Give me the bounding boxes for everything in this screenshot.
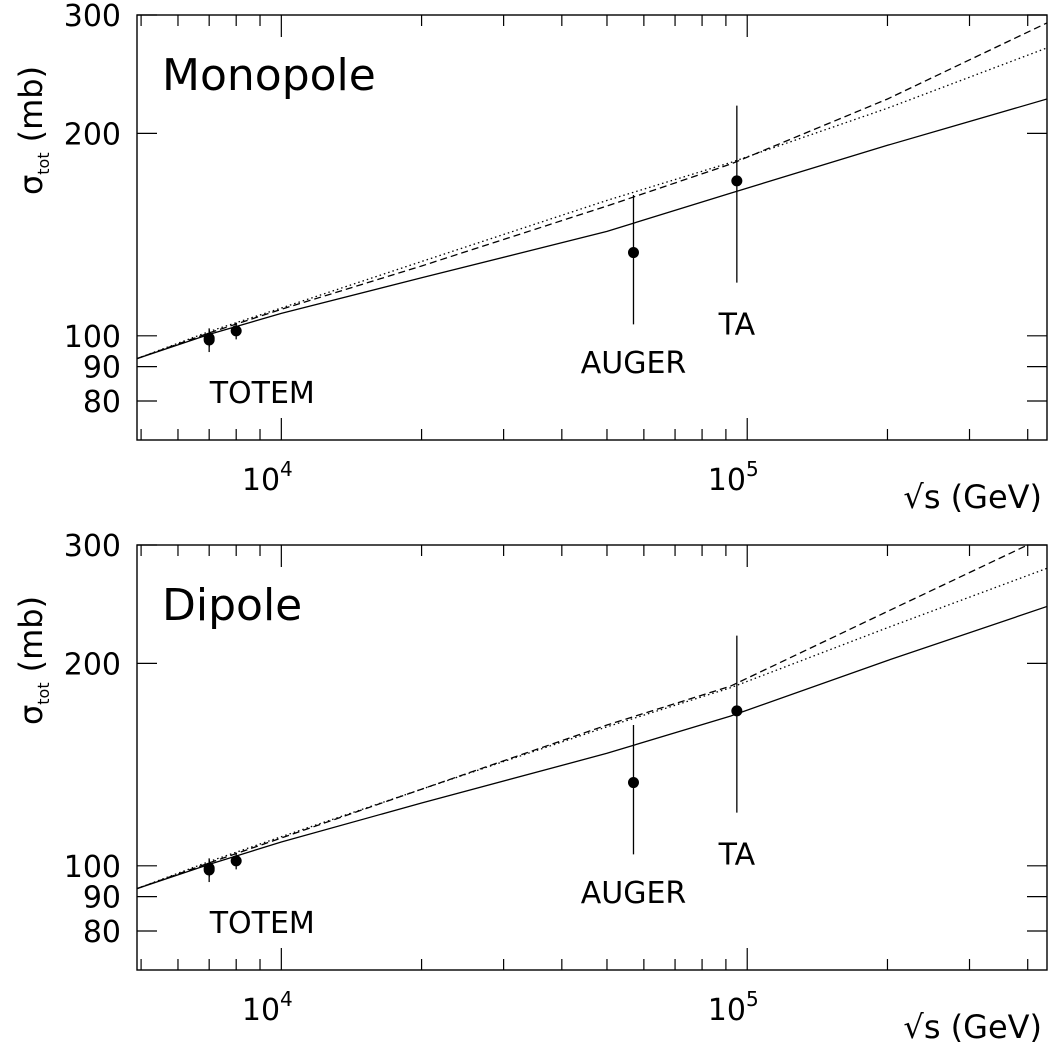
x-tick-base: 10 xyxy=(242,463,280,498)
x-tick-exponent: 5 xyxy=(746,987,759,1011)
y-axis-label-subscript: tot xyxy=(34,152,53,174)
x-axis-label: √s (GeV) xyxy=(903,478,1042,516)
x-tick-exponent: 5 xyxy=(746,457,759,481)
plot-frame xyxy=(136,14,1048,441)
x-tick-exponent: 4 xyxy=(280,457,293,481)
x-tick-base: 10 xyxy=(708,463,746,498)
curves xyxy=(137,22,1047,360)
y-tick-label: 300 xyxy=(64,0,121,34)
data-point-totem xyxy=(230,855,242,867)
label-ta: TA xyxy=(718,837,756,872)
data-point-totem xyxy=(203,862,215,874)
data-point-ta xyxy=(731,705,743,717)
series-line-dashed xyxy=(137,545,1028,890)
y-tick-label: 90 xyxy=(83,351,121,386)
y-axis-label-symbol: σ xyxy=(12,175,50,195)
x-tick-label: 104 xyxy=(242,457,293,498)
series-line-dashed xyxy=(137,22,1047,360)
monopole-panel: 104 1058090100200300TOTEMAUGERTAMonopoleσ… xyxy=(12,0,1048,516)
series-line-solid xyxy=(137,98,1047,360)
y-axis-label-unit: (mb) xyxy=(12,66,50,142)
curves xyxy=(137,545,1047,890)
y-tick-label: 200 xyxy=(64,117,121,152)
data-point-totem xyxy=(203,332,215,344)
label-totem: TOTEM xyxy=(209,906,315,941)
series-line-solid xyxy=(137,605,1047,890)
y-tick-label: 100 xyxy=(64,850,121,885)
x-axis-label: √s (GeV) xyxy=(903,1008,1042,1042)
plot-frame xyxy=(136,544,1048,971)
y-tick-label: 200 xyxy=(64,647,121,682)
x-tick-exponent: 4 xyxy=(280,987,293,1011)
panel-title-monopole: Monopole xyxy=(162,50,376,101)
y-axis-label-subscript: tot xyxy=(34,682,53,704)
y-tick-label: 80 xyxy=(83,385,121,420)
label-ta: TA xyxy=(718,307,756,342)
x-tick-label: 105 xyxy=(708,457,759,498)
data-point-auger xyxy=(627,777,639,789)
data-point-ta xyxy=(731,175,743,187)
x-tick-base: 10 xyxy=(242,993,280,1028)
x-tick-label: 104 xyxy=(242,987,293,1028)
y-tick-label: 90 xyxy=(83,881,121,916)
dipole-panel: 104 1058090100200300TOTEMAUGERTADipoleσto… xyxy=(12,529,1048,1042)
panel-title-dipole: Dipole xyxy=(162,580,302,631)
y-axis-label: σtot (mb) xyxy=(12,66,53,195)
y-tick-label: 100 xyxy=(64,320,121,355)
y-axis-label-unit: (mb) xyxy=(12,596,50,672)
y-tick-label: 80 xyxy=(83,915,121,950)
label-auger: AUGER xyxy=(581,346,687,381)
data-point-totem xyxy=(230,325,242,337)
label-totem: TOTEM xyxy=(209,376,315,411)
y-tick-label: 300 xyxy=(64,529,121,564)
x-tick-label: 105 xyxy=(708,987,759,1028)
label-auger: AUGER xyxy=(581,876,687,911)
x-tick-base: 10 xyxy=(708,993,746,1028)
y-axis-label: σtot (mb) xyxy=(12,596,53,725)
y-axis-label-symbol: σ xyxy=(12,705,50,725)
data-point-auger xyxy=(627,247,639,259)
